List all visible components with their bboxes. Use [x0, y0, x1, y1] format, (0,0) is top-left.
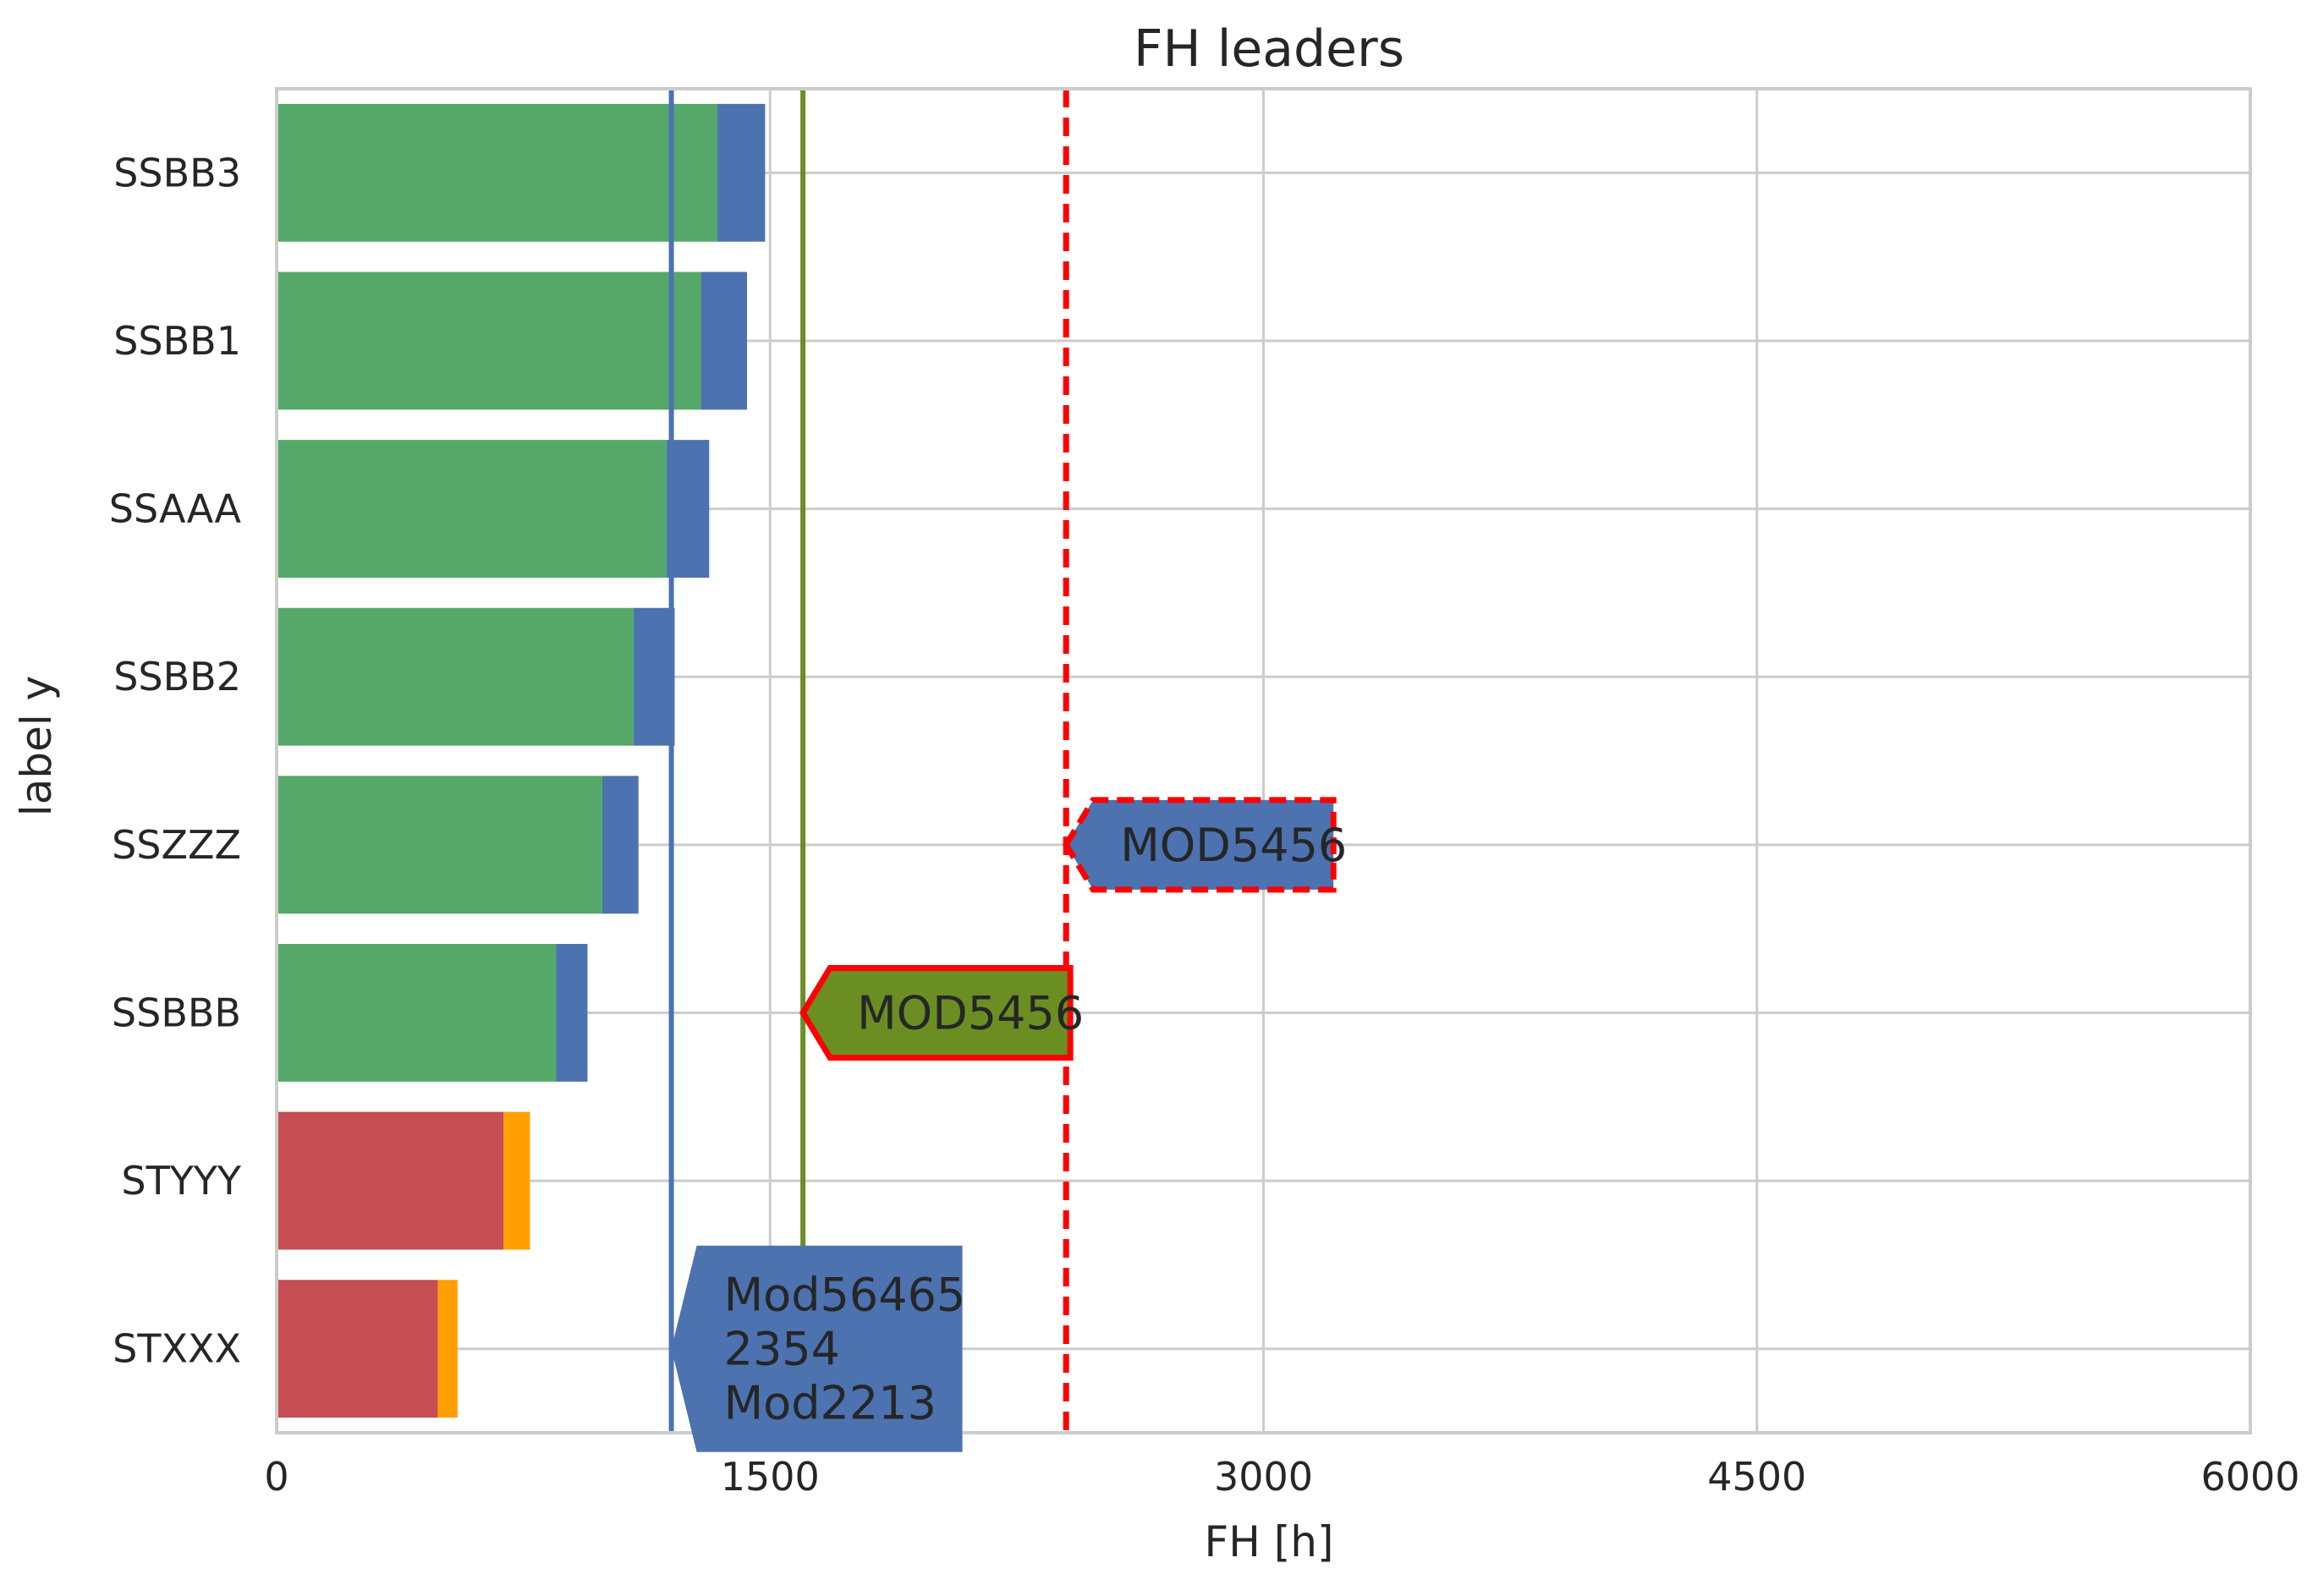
- x-tick-label: 3000: [1214, 1454, 1313, 1500]
- plot-frame: [275, 87, 2252, 1434]
- annotation-text: Mod2213: [724, 1377, 937, 1430]
- bar-styyy-segment-1: [277, 1111, 504, 1250]
- bar-ssbbb-segment-1: [277, 944, 557, 1082]
- bar-ssbb1-segment-1: [277, 271, 701, 410]
- chart-title: FH leaders: [1134, 19, 1404, 79]
- x-axis-label: FH [h]: [1205, 1517, 1334, 1566]
- annotation-text: MOD5456: [1120, 819, 1347, 872]
- annotation-box-3: [671, 1245, 963, 1452]
- bar-ssbb3-segment-2: [717, 103, 766, 242]
- bar-ssaaa-segment-1: [277, 440, 667, 578]
- bar-stxxx-segment-2: [437, 1280, 458, 1418]
- annotation-text: 2354: [724, 1323, 840, 1376]
- x-tick-label: 4500: [1707, 1454, 1806, 1500]
- y-tick-label: SSBB3: [113, 150, 241, 195]
- y-tick-label: SSZZZ: [112, 822, 241, 868]
- y-axis-label: label y: [12, 676, 61, 816]
- annotation-text: Mod56465: [724, 1269, 966, 1322]
- x-tick-label: 0: [264, 1454, 288, 1500]
- bar-ssbb3-segment-1: [277, 103, 718, 242]
- bar-ssbb2-segment-1: [277, 607, 634, 746]
- bar-stxxx-segment-1: [277, 1280, 438, 1418]
- bar-sszzz-segment-1: [277, 776, 602, 914]
- annotation-text: MOD5456: [857, 986, 1084, 1039]
- y-tick-label: SSAAA: [109, 486, 242, 532]
- annotation-box-1: [1063, 797, 1337, 893]
- y-tick-label: SSBBB: [112, 990, 241, 1035]
- bar-ssbb1-segment-2: [700, 271, 748, 410]
- annotation-box-2: [799, 964, 1074, 1061]
- bar-styyy-segment-2: [503, 1111, 530, 1250]
- x-tick-label: 1500: [721, 1454, 820, 1500]
- y-tick-label: SSBB2: [113, 654, 241, 699]
- bar-ssbb2-segment-2: [633, 607, 675, 746]
- plot-area: 0 1500 3000 4500 6000 SSBB3 SSBB1 SSAAA SSBB2 SSZ…: [109, 87, 2300, 1500]
- y-tick-label: STXXX: [113, 1326, 241, 1372]
- y-tick-label: STYYY: [121, 1158, 241, 1204]
- bar-ssbbb-segment-2: [556, 944, 588, 1082]
- bar-sszzz-segment-2: [601, 776, 639, 914]
- y-tick-label: SSBB1: [113, 318, 241, 364]
- x-tick-label: 6000: [2200, 1454, 2299, 1500]
